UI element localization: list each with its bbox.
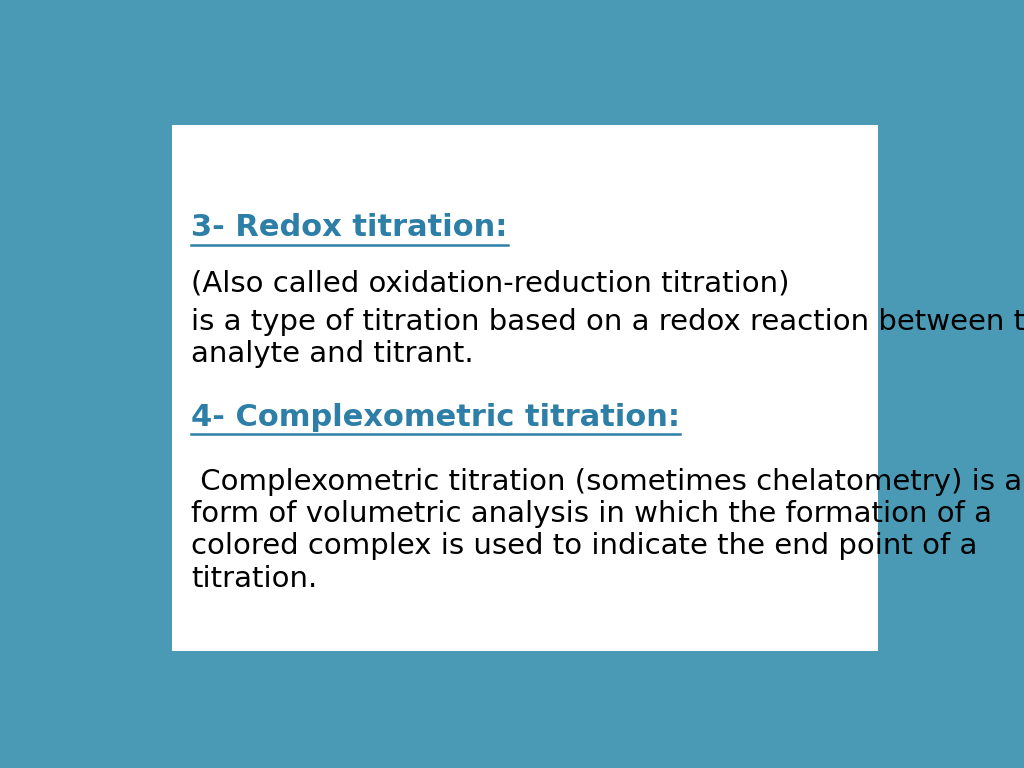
FancyBboxPatch shape (172, 124, 878, 651)
Text: 3- Redox titration:: 3- Redox titration: (191, 214, 508, 243)
Text: (Also called oxidation-reduction titration): (Also called oxidation-reduction titrati… (191, 270, 790, 297)
Text: Complexometric titration (sometimes chelatometry) is a
form of volumetric analys: Complexometric titration (sometimes chel… (191, 468, 1023, 593)
Text: is a type of titration based on a redox reaction between the
analyte and titrant: is a type of titration based on a redox … (191, 308, 1024, 369)
Text: 4- Complexometric titration:: 4- Complexometric titration: (191, 402, 681, 432)
